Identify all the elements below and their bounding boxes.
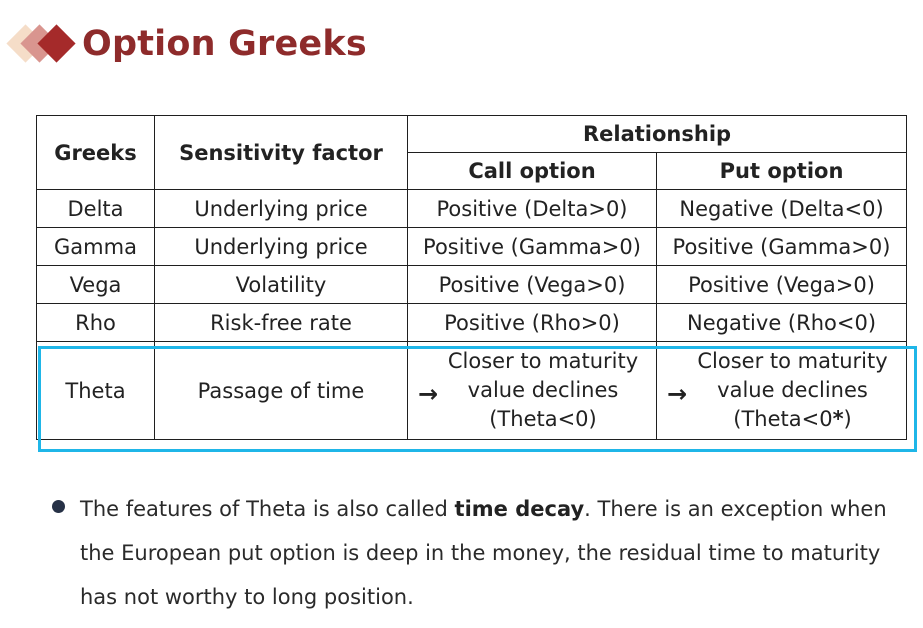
cell-factor: Underlying price	[154, 227, 408, 266]
cell-put: Positive (Vega>0)	[655, 265, 908, 304]
cell-call: Positive (Rho>0)	[407, 303, 657, 342]
put-line-3-prefix: (Theta<0	[733, 407, 833, 431]
table-header-row: Greeks Sensitivity factor Relationship	[36, 115, 908, 190]
table-subheader-row: Call option Put option	[37, 152, 908, 190]
table-row: Vega Volatility Positive (Vega>0) Positi…	[36, 265, 908, 304]
header-sensitivity: Sensitivity factor	[154, 115, 408, 190]
table-row: Delta Underlying price Positive (Delta>0…	[36, 189, 908, 228]
put-line-1: Closer to maturity	[697, 349, 888, 373]
bullet-bold-term: time decay	[454, 497, 585, 521]
cell-put: Negative (Delta<0)	[655, 189, 908, 228]
cell-greek: Delta	[36, 189, 155, 228]
title-row: Option Greeks	[6, 16, 367, 72]
right-arrow-icon: →	[667, 380, 688, 408]
cell-call: Positive (Delta>0)	[407, 189, 657, 228]
bullet-text-part-1: The features of Theta is also called	[80, 497, 455, 521]
diamond-decoration-icon	[6, 19, 78, 69]
page-title: Option Greeks	[82, 24, 367, 64]
cell-call: Positive (Vega>0)	[407, 265, 657, 304]
call-line-3: (Theta<0)	[489, 407, 597, 431]
bullet-point: The features of Theta is also called tim…	[52, 487, 892, 619]
cell-factor: Passage of time	[154, 341, 408, 440]
greeks-table: Greeks Sensitivity factor Relationship C…	[36, 115, 908, 440]
header-put: Put option	[655, 152, 908, 190]
table-row-theta: Theta Passage of time → Closer to maturi…	[36, 341, 908, 440]
cell-factor: Volatility	[154, 265, 408, 304]
bullet-text: The features of Theta is also called tim…	[80, 487, 892, 619]
cell-call: Positive (Gamma>0)	[407, 227, 657, 266]
cell-greek: Theta	[36, 341, 155, 440]
cell-put: Positive (Gamma>0)	[655, 227, 908, 266]
bullet-text-part-2: . There is an exception when the Europea…	[80, 497, 887, 609]
cell-factor: Underlying price	[154, 189, 408, 228]
right-arrow-icon: →	[418, 380, 439, 408]
put-line-3: (Theta<0*)	[657, 405, 906, 434]
cell-greek: Rho	[36, 303, 155, 342]
header-call: Call option	[407, 152, 657, 190]
cell-put: Negative (Rho<0)	[655, 303, 908, 342]
call-line-1: Closer to maturity	[447, 349, 639, 373]
table-row: Gamma Underlying price Positive (Gamma>0…	[36, 227, 908, 266]
cell-put: → Closer to maturity value declines (The…	[655, 341, 908, 440]
header-greeks: Greeks	[36, 115, 155, 190]
cell-greek: Vega	[36, 265, 155, 304]
bullet-dot-icon	[52, 500, 65, 513]
put-line-3-suffix: )	[843, 407, 852, 431]
table-row: Rho Risk-free rate Positive (Rho>0) Nega…	[36, 303, 908, 342]
call-line-2: value declines	[467, 378, 619, 402]
cell-greek: Gamma	[36, 227, 155, 266]
put-line-2: value declines	[717, 378, 868, 402]
asterisk-mark: *	[832, 407, 844, 431]
header-relationship: Relationship	[406, 115, 908, 153]
cell-factor: Risk-free rate	[154, 303, 408, 342]
cell-call: → Closer to maturity value declines (The…	[407, 341, 657, 440]
